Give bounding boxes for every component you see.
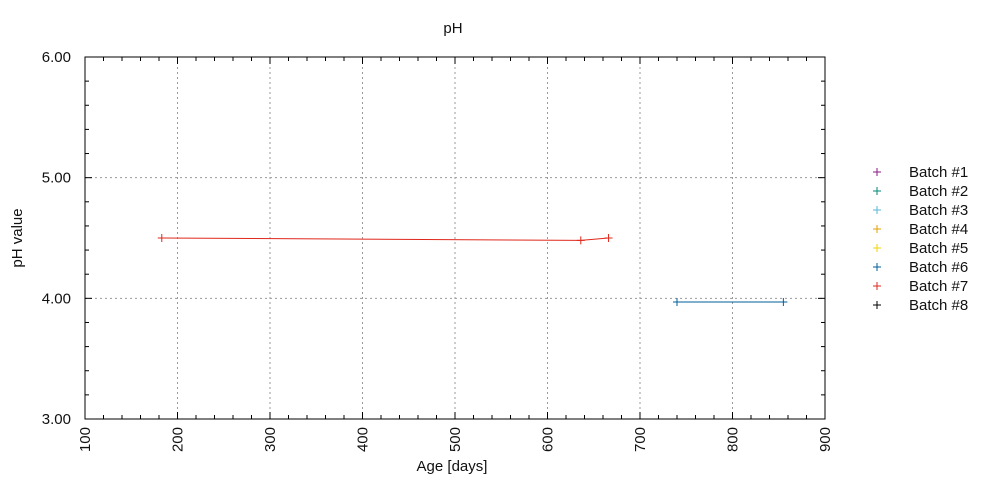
x-axis-title: Age [days] [417, 458, 488, 475]
data-point [604, 234, 613, 242]
y-tick-label: 3.00 [42, 411, 71, 428]
chart-title: pH [443, 20, 462, 37]
legend-label: Batch #1 [909, 164, 968, 181]
legend-label: Batch #7 [909, 278, 968, 295]
legend-label: Batch #2 [909, 183, 968, 200]
legend-label: Batch #8 [909, 297, 968, 314]
legend-label: Batch #3 [909, 202, 968, 219]
legend-marker [873, 282, 881, 290]
y-tick-label: 6.00 [42, 49, 71, 66]
x-tick-label: 800 [725, 427, 742, 452]
x-tick-label: 100 [77, 427, 94, 452]
legend-label: Batch #6 [909, 259, 968, 276]
legend-marker [873, 244, 881, 252]
legend-marker [873, 263, 881, 271]
y-tick-label: 5.00 [42, 170, 71, 187]
legend-marker [873, 301, 881, 309]
legend-marker [873, 187, 881, 195]
series-line [161, 237, 609, 241]
grid [85, 57, 825, 419]
data-point [157, 234, 166, 242]
legend-label: Batch #5 [909, 240, 968, 257]
data-point [673, 297, 681, 306]
legend-label: Batch #4 [909, 221, 968, 238]
x-tick-label: 300 [262, 427, 279, 452]
x-tick-label: 700 [632, 427, 649, 452]
y-tick-labels: 3.00 4.00 5.00 6.00 [42, 49, 71, 428]
legend-marker [873, 206, 881, 214]
x-tick-labels: 100 200 300 400 500 600 700 800 900 [77, 427, 834, 452]
data-point [576, 236, 585, 245]
legend: Batch #1 Batch #2 Batch #3 Batch #4 Batch #5… [873, 164, 968, 314]
x-tick-label: 400 [355, 427, 372, 452]
legend-marker [873, 168, 881, 176]
minor-ticks [84, 56, 826, 420]
x-tick-label: 500 [447, 427, 464, 452]
x-tick-label: 600 [540, 427, 557, 452]
data-point [779, 297, 788, 306]
y-axis-title: pH value [9, 208, 26, 267]
legend-marker [873, 225, 881, 233]
x-tick-label: 200 [170, 427, 187, 452]
y-tick-label: 4.00 [42, 290, 71, 307]
x-tick-label: 900 [817, 427, 834, 452]
series [157, 234, 788, 306]
